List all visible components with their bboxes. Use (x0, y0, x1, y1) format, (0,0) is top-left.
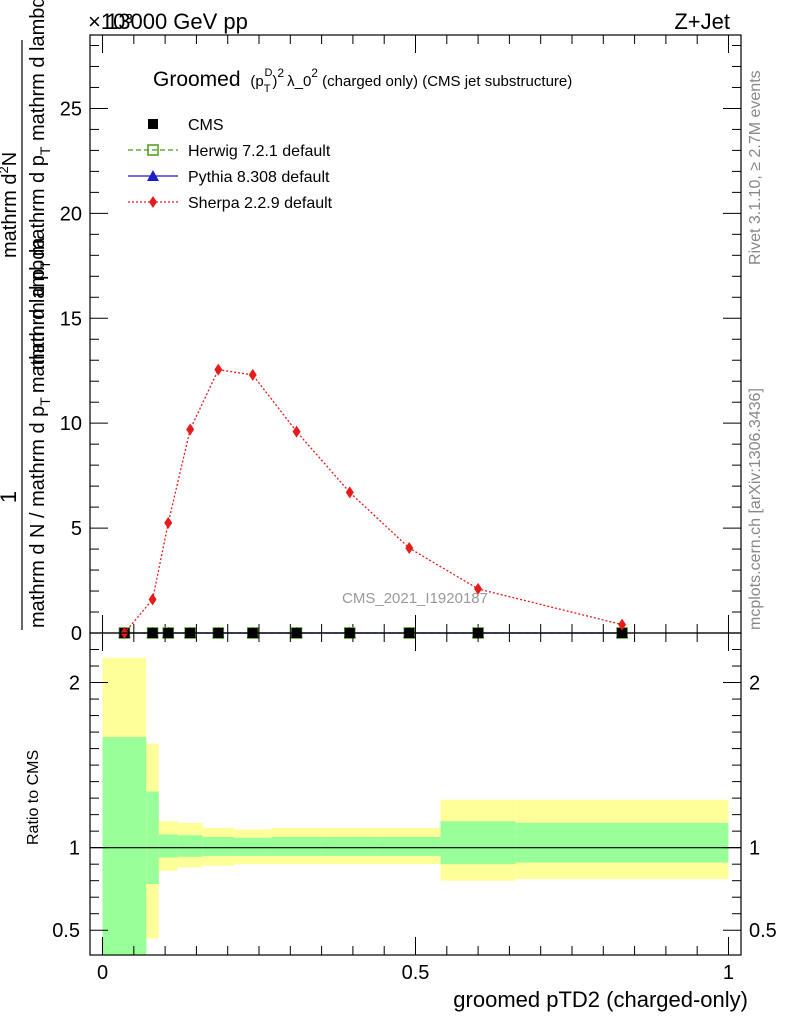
ratio-frame (89, 632, 742, 956)
main-axes: 0 5 10 15 20 25 (60, 34, 742, 645)
green-band-bin (271, 836, 322, 856)
title-sup-2a: 2 (277, 66, 284, 80)
green-band-bin (233, 837, 272, 856)
main-ylabel: 1 mathrm d N / mathrm d pTmathrm d lambd… (0, 0, 53, 630)
green-band-bin (146, 791, 159, 884)
analysis-watermark: CMS_2021_I1920187 (342, 590, 488, 607)
ratio-ytick-label-left: 1 (69, 838, 80, 860)
green-band-bin (202, 836, 234, 856)
ylabel-one: 1 (0, 491, 21, 503)
sherpa-point (149, 196, 157, 208)
exponent-label: ×10³ (88, 9, 133, 34)
sherpa-point (345, 486, 354, 499)
main-ytick-label: 10 (60, 413, 82, 435)
legend-label: Pythia 8.308 default (188, 169, 330, 186)
ratio-ytick-label-right: 2 (749, 673, 760, 695)
title-suffix: (charged only) (CMS jet substructure) (318, 73, 572, 90)
green-band-bin (377, 836, 441, 856)
sherpa-point (186, 423, 195, 436)
mcplots-label: mcplots.cern.ch [arXiv:1306.3436] (747, 388, 764, 630)
title-p: (p (250, 73, 263, 90)
legend-label: Sherpa 2.2.9 default (188, 195, 333, 212)
main-ytick-label: 25 (60, 98, 82, 120)
ratio-xtick-label: 0.5 (402, 962, 430, 984)
sherpa-point (474, 582, 483, 595)
green-band-bin (440, 821, 516, 865)
ratio-bands (90, 657, 741, 955)
sherpa-point (292, 425, 301, 438)
sherpa-point (405, 542, 414, 555)
herwig-point (147, 144, 159, 156)
green-band-bin (102, 737, 147, 955)
ratio-xtick-label: 1 (723, 962, 734, 984)
ratio-ytick-label-right: 0.5 (749, 920, 777, 942)
pythia-point (147, 170, 159, 181)
sherpa-point (148, 593, 157, 606)
x-axis-label: groomed pTD2 (charged-only) (453, 987, 748, 1012)
title-lambda: λ_0 (287, 73, 311, 90)
main-ytick-label: 15 (60, 308, 82, 330)
green-band-bin (515, 822, 729, 863)
ratio-axes: 0.5 0.5 1 1 2 2 0 0.5 1 (52, 632, 777, 984)
ratio-ytick-label-right: 1 (749, 838, 760, 860)
legend: CMS Herwig 7.2.1 default Pythia 8.308 defa… (128, 117, 333, 212)
main-ytick-label: 20 (60, 203, 82, 225)
sherpa-point (164, 516, 173, 529)
legend-label: Herwig 7.2.1 default (188, 143, 331, 160)
title-sup-2b: 2 (311, 66, 318, 80)
title-close: ) (272, 73, 277, 90)
title-sup-d: D (264, 67, 272, 79)
ratio-ylabel: Ratio to CMS (25, 750, 42, 845)
title-sub-t: T (264, 83, 271, 95)
ylabel-numerator: mathrm d2N (0, 152, 21, 258)
sherpa-point (248, 368, 257, 381)
ylabel-denominator: mathrm d N / mathrm d pTmathrm d lambda (27, 237, 53, 628)
main-title: Groomed (pTD)2 λ_02 (charged only) (CMS j… (153, 66, 572, 95)
energy-label: 13000 GeV pp (106, 9, 248, 34)
green-band-bin (321, 836, 378, 856)
ratio-xtick-label: 0 (97, 962, 108, 984)
process-label: Z+Jet (674, 9, 730, 34)
title-prefix: Groomed (153, 68, 241, 91)
rivet-label: Rivet 3.1.10, ≥ 2.7M events (747, 70, 764, 265)
green-band-bin (177, 835, 203, 857)
cms-point (148, 119, 158, 129)
green-band-bin (158, 834, 178, 858)
sherpa-point (618, 618, 627, 631)
ratio-ytick-label-left: 0.5 (52, 920, 80, 942)
legend-label: CMS (188, 117, 224, 134)
main-ytick-label: 5 (71, 518, 82, 540)
ylabel-numerator-denominator: mathrm d pTmathrm d pT mathrm d lambda (27, 0, 53, 370)
sherpa-point (214, 363, 223, 376)
ratio-ytick-label-left: 2 (69, 673, 80, 695)
main-ytick-label: 0 (71, 623, 82, 645)
